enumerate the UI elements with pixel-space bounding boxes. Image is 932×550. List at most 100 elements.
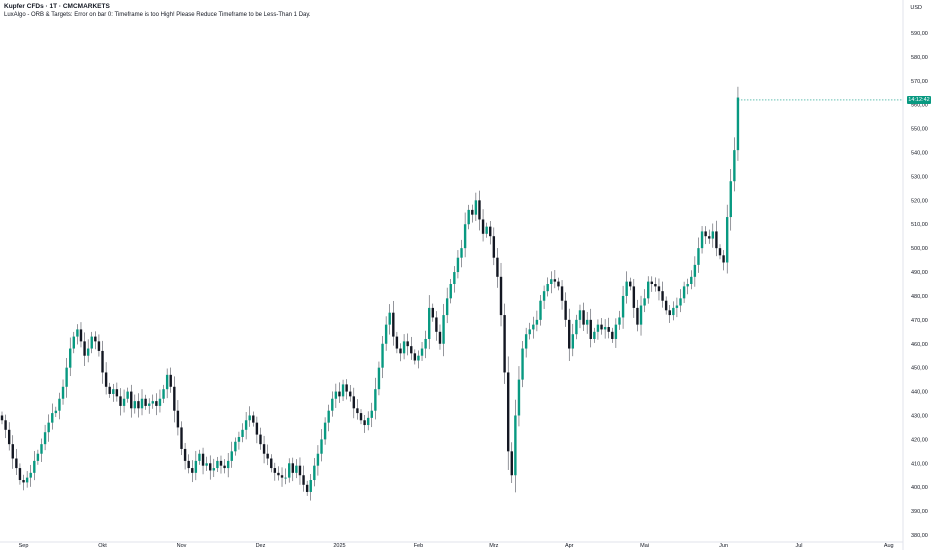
candle-body bbox=[162, 389, 165, 399]
candle-body bbox=[496, 257, 499, 277]
candle-body bbox=[474, 200, 478, 215]
candle-body bbox=[33, 460, 36, 473]
candle-body bbox=[363, 420, 366, 426]
time-tick-label: Nov bbox=[177, 543, 187, 549]
candle-body bbox=[575, 319, 578, 335]
candle-body bbox=[539, 300, 542, 320]
candle-body bbox=[582, 310, 585, 325]
candle-body bbox=[725, 217, 729, 263]
candle-body bbox=[169, 374, 172, 387]
candle-body bbox=[334, 391, 338, 399]
price-tick-label: 400,00 bbox=[911, 485, 928, 491]
candle-body bbox=[668, 310, 671, 316]
candle-body bbox=[352, 396, 356, 409]
candle-body bbox=[392, 312, 395, 337]
candle-body bbox=[438, 331, 442, 344]
candle-body bbox=[79, 329, 83, 342]
candle-body bbox=[481, 219, 485, 234]
candle-body bbox=[313, 465, 316, 481]
candle-body bbox=[86, 348, 90, 356]
candle-body bbox=[83, 341, 86, 356]
candle-body bbox=[546, 284, 549, 292]
candle-body bbox=[302, 475, 305, 485]
last-price-badge: 14:12:42 bbox=[907, 95, 931, 104]
candle-body bbox=[485, 226, 488, 234]
candle-body bbox=[625, 281, 628, 296]
candle-body bbox=[187, 460, 190, 469]
candle-body bbox=[560, 286, 564, 301]
candle-body bbox=[155, 401, 158, 406]
candle-body bbox=[94, 336, 97, 342]
candle-body bbox=[657, 286, 661, 292]
candle-body bbox=[309, 480, 312, 492]
candle-body bbox=[708, 236, 711, 239]
candle-body bbox=[675, 305, 679, 308]
candle-body bbox=[593, 331, 596, 339]
candle-body bbox=[442, 315, 445, 344]
candle-body bbox=[535, 319, 539, 325]
candle-body bbox=[381, 343, 384, 368]
time-tick-label: Aug bbox=[884, 543, 894, 549]
candle-body bbox=[58, 398, 61, 411]
candle-body bbox=[244, 420, 248, 430]
candle-body bbox=[722, 255, 725, 263]
candle-body bbox=[399, 348, 402, 354]
candle-body bbox=[521, 348, 524, 380]
candle-body bbox=[25, 477, 29, 483]
candle-body bbox=[553, 279, 557, 282]
chart-title: Kupfer CFDs · 1T · CMCMARKETS bbox=[4, 3, 110, 10]
candle-body bbox=[223, 465, 226, 469]
candle-body bbox=[126, 391, 129, 399]
candle-body bbox=[377, 367, 381, 390]
candle-body bbox=[596, 324, 600, 332]
candle-body bbox=[104, 372, 108, 387]
price-tick-label: 500,00 bbox=[911, 246, 928, 252]
candle-body bbox=[428, 307, 431, 339]
candle-body bbox=[618, 317, 621, 325]
candle-body bbox=[471, 209, 474, 215]
time-tick-label: Mai bbox=[640, 543, 649, 549]
candle-body bbox=[736, 97, 740, 151]
candle-body bbox=[402, 341, 406, 354]
candle-body bbox=[11, 444, 14, 459]
candle-body bbox=[682, 286, 686, 299]
candle-body bbox=[647, 281, 650, 299]
candle-body bbox=[97, 341, 101, 351]
candle-body bbox=[503, 315, 506, 373]
time-tick-label: Okt bbox=[98, 543, 107, 549]
candle-body bbox=[690, 276, 693, 284]
candle-body bbox=[733, 150, 736, 182]
candle-body bbox=[219, 460, 223, 466]
price-tick-label: 550,00 bbox=[911, 127, 928, 133]
candle-body bbox=[277, 472, 280, 476]
candle-body bbox=[29, 472, 32, 478]
price-tick-label: 520,00 bbox=[911, 198, 928, 204]
candle-body bbox=[589, 319, 592, 339]
price-tick-label: 540,00 bbox=[911, 151, 928, 157]
candle-body bbox=[151, 401, 154, 404]
price-tick-label: 590,00 bbox=[911, 31, 928, 37]
candle-body bbox=[664, 300, 668, 311]
candle-body bbox=[718, 248, 722, 256]
candle-body bbox=[413, 353, 417, 361]
candle-body bbox=[298, 465, 302, 476]
candle-body bbox=[15, 458, 18, 469]
candle-body bbox=[435, 317, 438, 332]
price-tick-label: 410,00 bbox=[911, 461, 928, 467]
price-tick-label: 380,00 bbox=[911, 533, 928, 539]
price-tick-label: 430,00 bbox=[911, 413, 928, 419]
candle-body bbox=[22, 480, 25, 483]
candle-body bbox=[295, 465, 298, 473]
candle-body bbox=[176, 410, 180, 428]
candle-body bbox=[115, 389, 119, 397]
candle-body bbox=[370, 410, 373, 418]
candle-body bbox=[133, 401, 137, 409]
candle-body bbox=[542, 291, 546, 301]
candle-body bbox=[112, 389, 115, 394]
candle-body bbox=[564, 300, 567, 320]
candle-body bbox=[280, 475, 284, 478]
time-tick-label: Jul bbox=[795, 543, 802, 549]
candle-body bbox=[230, 451, 233, 461]
candle-body bbox=[650, 281, 653, 284]
